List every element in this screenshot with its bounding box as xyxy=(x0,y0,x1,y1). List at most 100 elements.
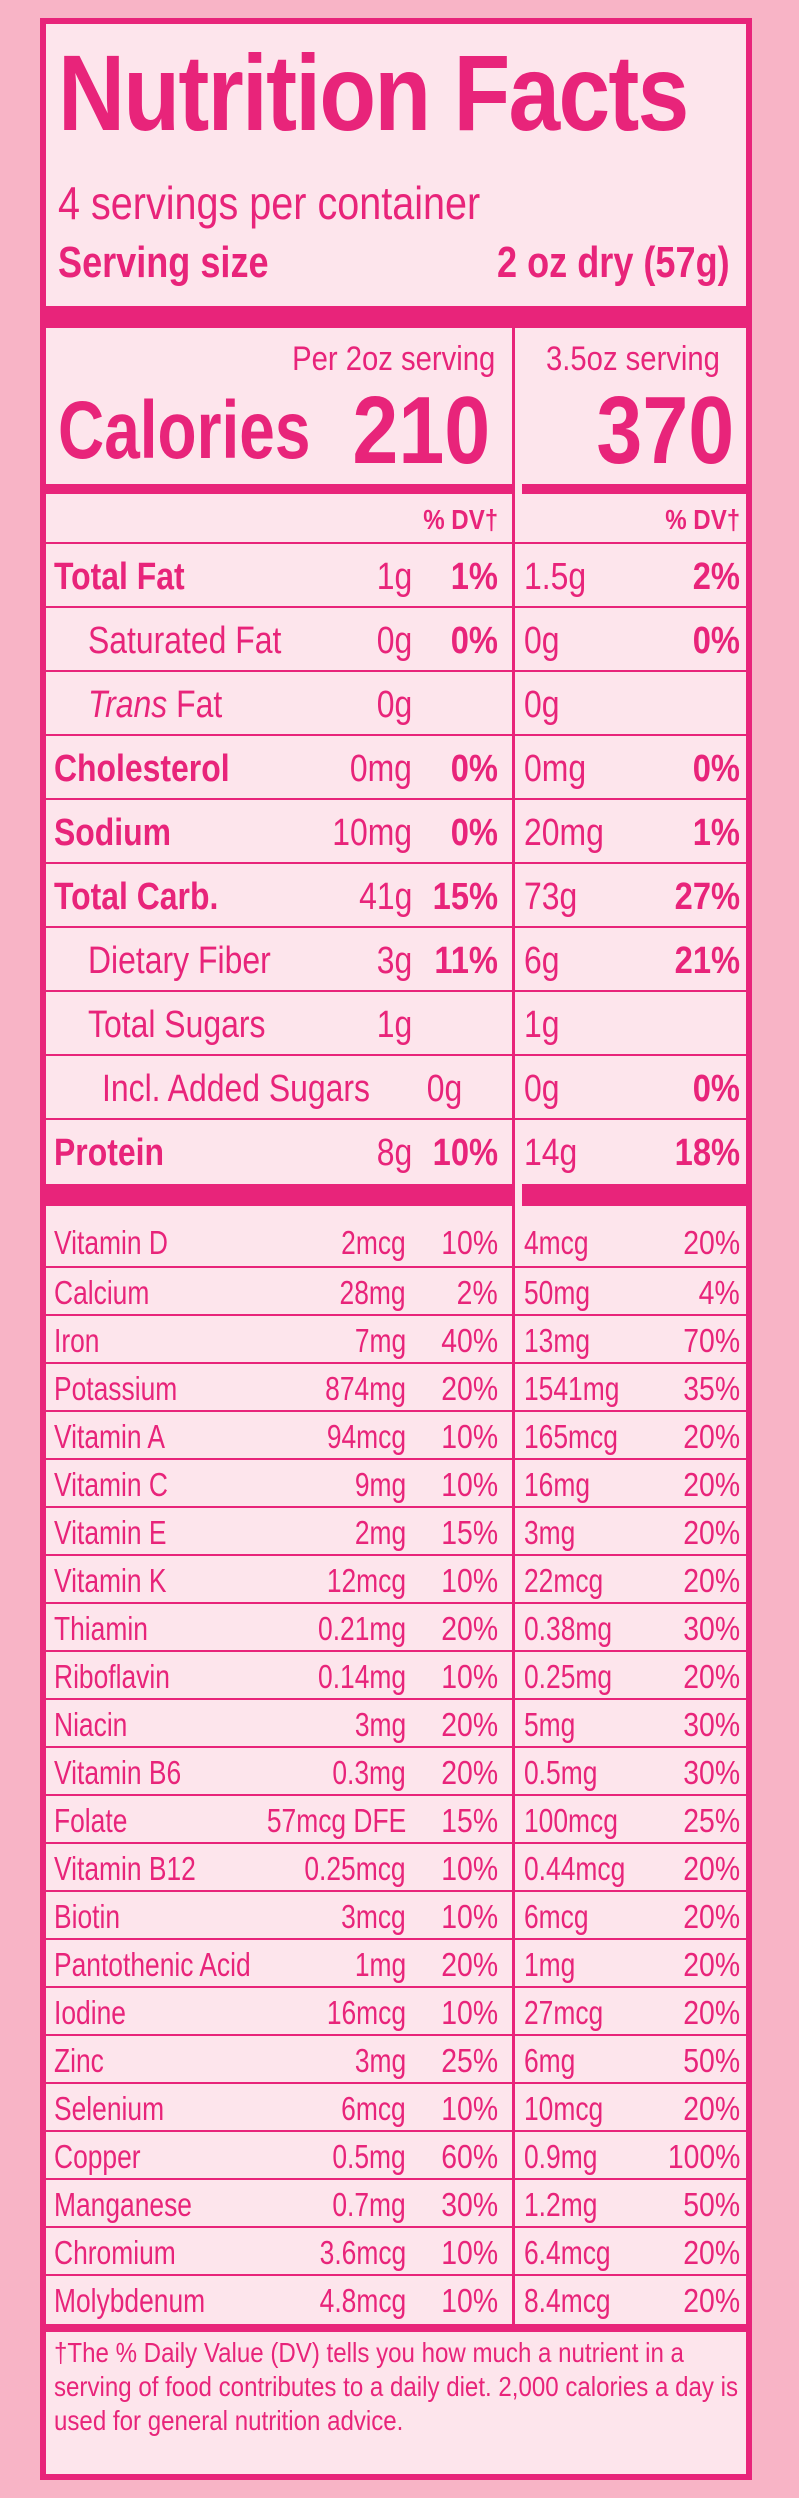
vitamin-amount-col2: 6.4mcg xyxy=(524,2234,611,2271)
nutrient-dv: 0% xyxy=(450,812,498,854)
vitamin-label: Manganese xyxy=(54,2186,192,2223)
nutrient-dv-col2: 1% xyxy=(692,812,740,854)
vitamin-row-niacin: Niacin 3mg 20% 5mg 30% xyxy=(46,1698,746,1748)
nutrient-dv-col2: 0% xyxy=(692,620,740,662)
nutrient-row-sodium: Sodium 10mg 0% 20mg 1% xyxy=(46,798,746,864)
vitamin-dv-col2: 35% xyxy=(683,1370,740,1407)
vitamin-row-chromium: Chromium 3.6mcg 10% 6.4mcg 20% xyxy=(46,2226,746,2276)
nutrient-amount: 0g xyxy=(376,684,412,726)
nutrient-amount-col2: 20mg xyxy=(524,812,604,854)
vitamin-amount-col2: 13mg xyxy=(524,1322,591,1359)
nutrient-amount-col2: 0g xyxy=(524,684,560,726)
vitamin-row-vitamin-b12: Vitamin B12 0.25mcg 10% 0.44mcg 20% xyxy=(46,1842,746,1892)
vitamin-amount-col2: 1541mg xyxy=(524,1370,620,1407)
vitamin-amount: 0.3mg xyxy=(332,1754,406,1791)
vitamin-dv-col2: 20% xyxy=(683,1514,740,1551)
vitamin-dv: 10% xyxy=(441,1994,498,2031)
vitamin-dv-col2: 50% xyxy=(683,2042,740,2079)
vitamin-dv: 10% xyxy=(441,1850,498,1887)
nutrient-row-cholesterol: Cholesterol 0mg 0% 0mg 0% xyxy=(46,734,746,800)
vitamin-label: Zinc xyxy=(54,2042,104,2079)
vitamin-label: Vitamin E xyxy=(54,1514,167,1551)
nutrient-amount-col2: 1.5g xyxy=(524,556,587,598)
calories-value-col2: 370 xyxy=(596,377,734,484)
vitamin-row-vitamin-d: Vitamin D 2mcg 10% 4mcg 20% xyxy=(46,1218,746,1266)
vitamin-dv-col2: 30% xyxy=(683,1754,740,1791)
vitamin-row-iodine: Iodine 16mcg 10% 27mcg 20% xyxy=(46,1986,746,2036)
dv-header-col2: % DV† xyxy=(665,504,740,535)
vitamin-amount: 0.5mg xyxy=(332,2138,406,2175)
calories-value-col1: 210 xyxy=(352,377,490,484)
vitamin-dv: 10% xyxy=(441,1418,498,1455)
vitamin-dv: 10% xyxy=(441,1466,498,1503)
vitamin-amount: 4.8mcg xyxy=(319,2282,406,2319)
vitamin-row-biotin: Biotin 3mcg 10% 6mcg 20% xyxy=(46,1890,746,1940)
vitamin-label: Vitamin B6 xyxy=(54,1754,182,1791)
nutrient-row-added-sugars: Incl. Added Sugars 0g 0g 0% xyxy=(46,1054,746,1120)
vitamin-dv: 30% xyxy=(441,2186,498,2223)
vitamin-amount: 57mcg DFE xyxy=(266,1802,406,1839)
vitamin-dv: 40% xyxy=(441,1322,498,1359)
vitamin-dv: 20% xyxy=(441,1706,498,1743)
vitamin-label: Molybdenum xyxy=(54,2282,206,2319)
nutrient-label: Trans Fat xyxy=(88,684,222,727)
nutrient-amount: 0g xyxy=(376,620,412,662)
nutrient-dv: 10% xyxy=(432,1132,498,1174)
nutrient-label: Total Carb. xyxy=(54,876,219,918)
vitamin-amount-col2: 0.9mg xyxy=(524,2138,598,2175)
vitamin-amount-col2: 50mg xyxy=(524,1274,591,1311)
vitamin-dv-col2: 20% xyxy=(683,1994,740,2031)
nutrient-label: Protein xyxy=(54,1132,164,1174)
nutrient-label: Dietary Fiber xyxy=(88,940,271,982)
vitamin-dv: 20% xyxy=(441,1610,498,1647)
vitamin-dv-col2: 30% xyxy=(683,1610,740,1647)
nutrition-facts-panel: Nutrition Facts 4 servings per container… xyxy=(40,18,752,2480)
vitamin-amount: 6mcg xyxy=(341,2090,406,2127)
vitamin-dv: 20% xyxy=(441,1370,498,1407)
vitamin-dv: 20% xyxy=(441,1946,498,1983)
vitamin-amount: 94mcg xyxy=(326,1418,406,1455)
vitamin-amount-col2: 0.38mg xyxy=(524,1610,613,1647)
vitamin-row-zinc: Zinc 3mg 25% 6mg 50% xyxy=(46,2034,746,2084)
vitamin-amount: 0.7mg xyxy=(332,2186,406,2223)
vitamin-label: Vitamin C xyxy=(54,1466,168,1503)
vitamin-dv: 2% xyxy=(456,1274,498,1311)
vitamin-amount-col2: 1mg xyxy=(524,1946,576,1983)
vitamin-amount-col2: 22mcg xyxy=(524,1562,604,1599)
vitamin-label: Riboflavin xyxy=(54,1658,170,1695)
nutrient-row-total-fat: Total Fat 1g 1% 1.5g 2% xyxy=(46,542,746,608)
vitamin-label: Calcium xyxy=(54,1274,150,1311)
nutrient-dv-col2: 2% xyxy=(692,556,740,598)
nutrient-row-protein: Protein 8g 10% 14g 18% xyxy=(46,1118,746,1184)
footer-divider xyxy=(46,2324,746,2332)
daily-value-footnote: †The % Daily Value (DV) tells you how mu… xyxy=(54,2337,739,2436)
nutrient-dv-col2: 0% xyxy=(692,1068,740,1110)
nutrient-amount-col2: 0g xyxy=(524,620,560,662)
thick-divider-vitamins-left xyxy=(46,1184,512,1206)
vitamin-dv-col2: 20% xyxy=(683,1562,740,1599)
medium-divider-left xyxy=(46,484,512,494)
vitamin-amount-col2: 100mcg xyxy=(524,1802,618,1839)
vitamin-dv-col2: 20% xyxy=(683,1850,740,1887)
nutrient-dv-col2: 21% xyxy=(674,940,740,982)
vitamin-dv-col2: 20% xyxy=(683,1658,740,1695)
vitamin-amount-col2: 0.5mg xyxy=(524,1754,598,1791)
nutrient-row-dietary-fiber: Dietary Fiber 3g 11% 6g 21% xyxy=(46,926,746,992)
vitamin-dv-col2: 30% xyxy=(683,1706,740,1743)
dv-header-col1: % DV† xyxy=(423,504,498,535)
nutrient-row-saturated-fat: Saturated Fat 0g 0% 0g 0% xyxy=(46,606,746,672)
vitamin-label: Thiamin xyxy=(54,1610,148,1647)
nutrient-amount: 0mg xyxy=(349,748,412,790)
vitamin-amount-col2: 165mcg xyxy=(524,1418,618,1455)
vitamin-label: Selenium xyxy=(54,2090,165,2127)
thick-divider-vitamins-right xyxy=(522,1184,746,1206)
vitamin-amount: 3.6mcg xyxy=(319,2234,406,2271)
vitamin-amount: 0.25mcg xyxy=(304,1850,406,1887)
vitamin-amount: 3mg xyxy=(354,1706,406,1743)
vitamin-dv-col2: 20% xyxy=(683,1418,740,1455)
vitamin-label: Vitamin B12 xyxy=(54,1850,196,1887)
nutrient-amount-col2: 0mg xyxy=(524,748,587,790)
vitamin-label: Niacin xyxy=(54,1706,128,1743)
vitamin-dv-col2: 100% xyxy=(667,2138,740,2175)
nutrient-amount-col2: 1g xyxy=(524,1004,560,1046)
